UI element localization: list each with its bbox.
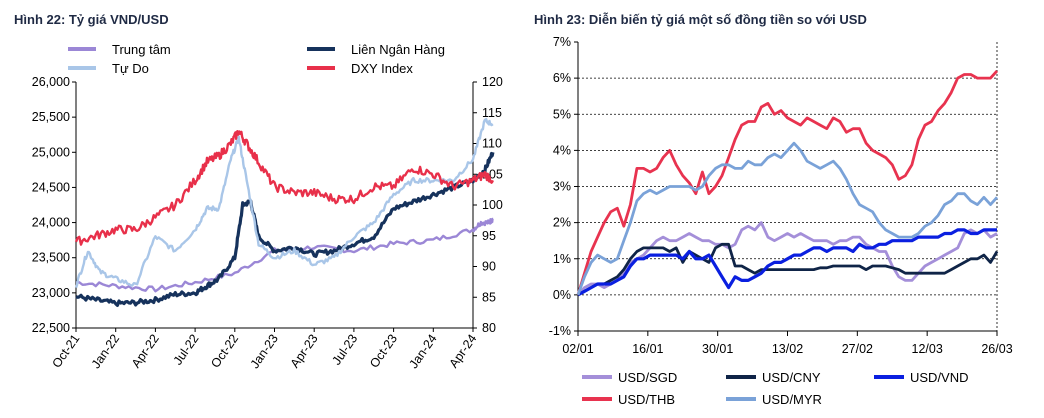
chart2-ytick-label: 2% <box>553 216 571 230</box>
chart1-ytick-right-label: 80 <box>482 321 496 335</box>
chart1-xtick-label: Jul-23 <box>329 332 360 368</box>
chart1-ytick-right-label: 115 <box>482 106 502 120</box>
chart1-ytick-right-label: 110 <box>482 137 502 151</box>
chart1-ytick-left-label: 25,500 <box>32 110 70 124</box>
chart1-xtick-label: Apr-24 <box>446 332 479 371</box>
chart2-ytick-label: 1% <box>553 252 571 266</box>
chart1-ytick-right-label: 90 <box>482 260 496 274</box>
chart1-xtick-label: Apr-23 <box>288 332 321 371</box>
chart2-ytick-label: 0% <box>553 288 571 302</box>
chart2-xtick-label: 02/01 <box>562 342 593 356</box>
chart2-ytick-label: 4% <box>553 143 571 157</box>
chart2-title: Hình 23: Diễn biến tỷ giá một số đồng ti… <box>534 12 867 27</box>
chart1-ytick-right-label: 85 <box>482 290 496 304</box>
chart2-line-usd-myr <box>576 141 999 296</box>
chart1-axes: 22,500 23,000 23,500 24,000 24,500 25,000 25,5… <box>32 75 503 371</box>
chart2-ytick-label: 7% <box>553 35 571 49</box>
chart2-ytick-label: 6% <box>553 71 571 85</box>
chart1-legend-label: Tự Do <box>112 61 149 76</box>
chart1-xtick-label: Oct-21 <box>49 332 82 371</box>
chart2-line-usd-thb <box>576 69 999 296</box>
chart2-grid <box>578 42 998 332</box>
chart1-ytick-left-label: 22,500 <box>32 321 70 335</box>
chart2-legend-label: USD/THB <box>618 392 675 407</box>
chart1-xtick-label: Jan-22 <box>89 332 122 371</box>
chart1-ytick-right-label: 100 <box>482 198 503 212</box>
chart1-xtick-label: Jan-24 <box>406 332 439 371</box>
chart2-ytick-label: 5% <box>553 107 571 121</box>
chart2-ytick-label: -1% <box>549 324 571 338</box>
chart1-line-dxy-index <box>74 129 494 246</box>
chart1-legend-label: DXY Index <box>351 61 413 76</box>
chart2-xtick-label: 12/03 <box>912 342 943 356</box>
chart1-ytick-left-label: 26,000 <box>32 75 70 89</box>
chart1-line-tự-do <box>74 117 494 289</box>
chart1-xtick-label: Apr-22 <box>129 332 162 371</box>
chart1-xtick-label: Jan-23 <box>248 332 281 371</box>
chart2-xtick-label: 30/01 <box>702 342 733 356</box>
chart1-ytick-left-label: 23,000 <box>32 286 70 300</box>
chart1-legend-label: Trung tâm <box>112 42 171 57</box>
chart1-line-liên-ngân-hàng <box>75 151 495 307</box>
chart2-legend-label: USD/CNY <box>762 370 821 385</box>
chart1-line-trung-tâm <box>75 217 494 293</box>
chart2-legend: USD/SGD USD/CNY USD/VND USD/THB USD/MYR <box>582 370 969 407</box>
chart1-ytick-left-label: 24,500 <box>32 180 70 194</box>
chart2-xtick-label: 16/01 <box>632 342 663 356</box>
chart1-series <box>74 117 495 307</box>
chart1-xtick-label: Oct-22 <box>208 332 241 371</box>
chart1-ytick-left-label: 24,000 <box>32 216 70 230</box>
chart-vnd-usd: Hình 22: Tỷ giá VND/USD Trung tâm Liên Ng… <box>14 12 503 371</box>
chart1-title: Hình 22: Tỷ giá VND/USD <box>14 12 169 27</box>
chart1-ytick-right-label: 95 <box>482 229 496 243</box>
chart2-legend-label: USD/MYR <box>762 392 822 407</box>
chart2-xtick-label: 26/03 <box>981 342 1012 356</box>
chart1-ytick-left-label: 25,000 <box>32 145 70 159</box>
chart2-line-usd-vnd <box>577 228 997 297</box>
chart1-xtick-label: Oct-23 <box>367 332 400 371</box>
chart2-line-usd-sgd <box>576 221 998 296</box>
chart1-legend-label: Liên Ngân Hàng <box>351 42 445 57</box>
chart2-xtick-label: 13/02 <box>772 342 803 356</box>
chart2-ytick-label: 3% <box>553 180 571 194</box>
chart1-ytick-right-label: 120 <box>482 75 503 89</box>
chart1-xtick-label: Jul-22 <box>171 332 202 368</box>
chart2-series <box>576 69 999 297</box>
chart1-legend: Trung tâm Liên Ngân Hàng Tự Do DXY Index <box>68 42 445 76</box>
chart2-legend-label: USD/VND <box>910 370 969 385</box>
chart1-ytick-left-label: 23,500 <box>32 251 70 265</box>
chart2-legend-label: USD/SGD <box>618 370 677 385</box>
chart-currencies-vs-usd: Hình 23: Diễn biến tỷ giá một số đồng ti… <box>534 12 1013 407</box>
chart2-xtick-label: 27/02 <box>842 342 873 356</box>
chart2-axes: -1% 0% 1% 2% 3% 4% 5% 6% 7% 02/01 16/01 30/01 13/02 2… <box>549 35 1013 356</box>
chart2-line-usd-cny <box>577 242 999 297</box>
